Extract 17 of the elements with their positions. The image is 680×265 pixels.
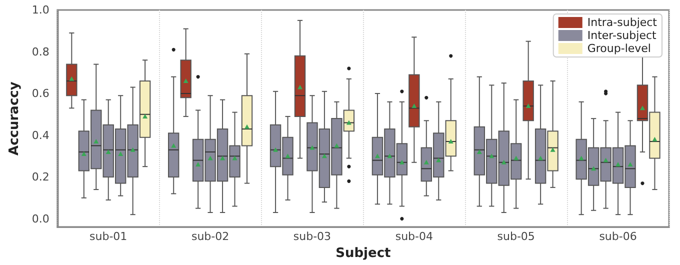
y-axis-title: Accuraccy bbox=[7, 81, 22, 156]
x-tick-label: sub-06 bbox=[599, 230, 637, 244]
y-tick-label: 0.6 bbox=[32, 87, 50, 100]
x-axis-title: Subject bbox=[336, 246, 391, 261]
legend-label: Inter-subject bbox=[587, 29, 658, 42]
x-tick-label: sub-03 bbox=[293, 230, 332, 244]
x-tick-label: sub-01 bbox=[90, 230, 128, 244]
legend-label: Intra-subject bbox=[587, 16, 658, 29]
x-tick-label: sub-04 bbox=[395, 230, 433, 244]
y-tick-label: 1.0 bbox=[32, 4, 50, 16]
y-tick-label: 0.2 bbox=[32, 170, 50, 184]
y-tick-label: 0.0 bbox=[32, 212, 50, 226]
y-tick-label: 0.4 bbox=[32, 128, 50, 142]
legend-label: Group-level bbox=[587, 42, 651, 55]
x-tick-label: sub-05 bbox=[497, 230, 535, 244]
x-tick-label: sub-02 bbox=[191, 230, 230, 244]
y-tick-label: 0.8 bbox=[32, 45, 50, 58]
